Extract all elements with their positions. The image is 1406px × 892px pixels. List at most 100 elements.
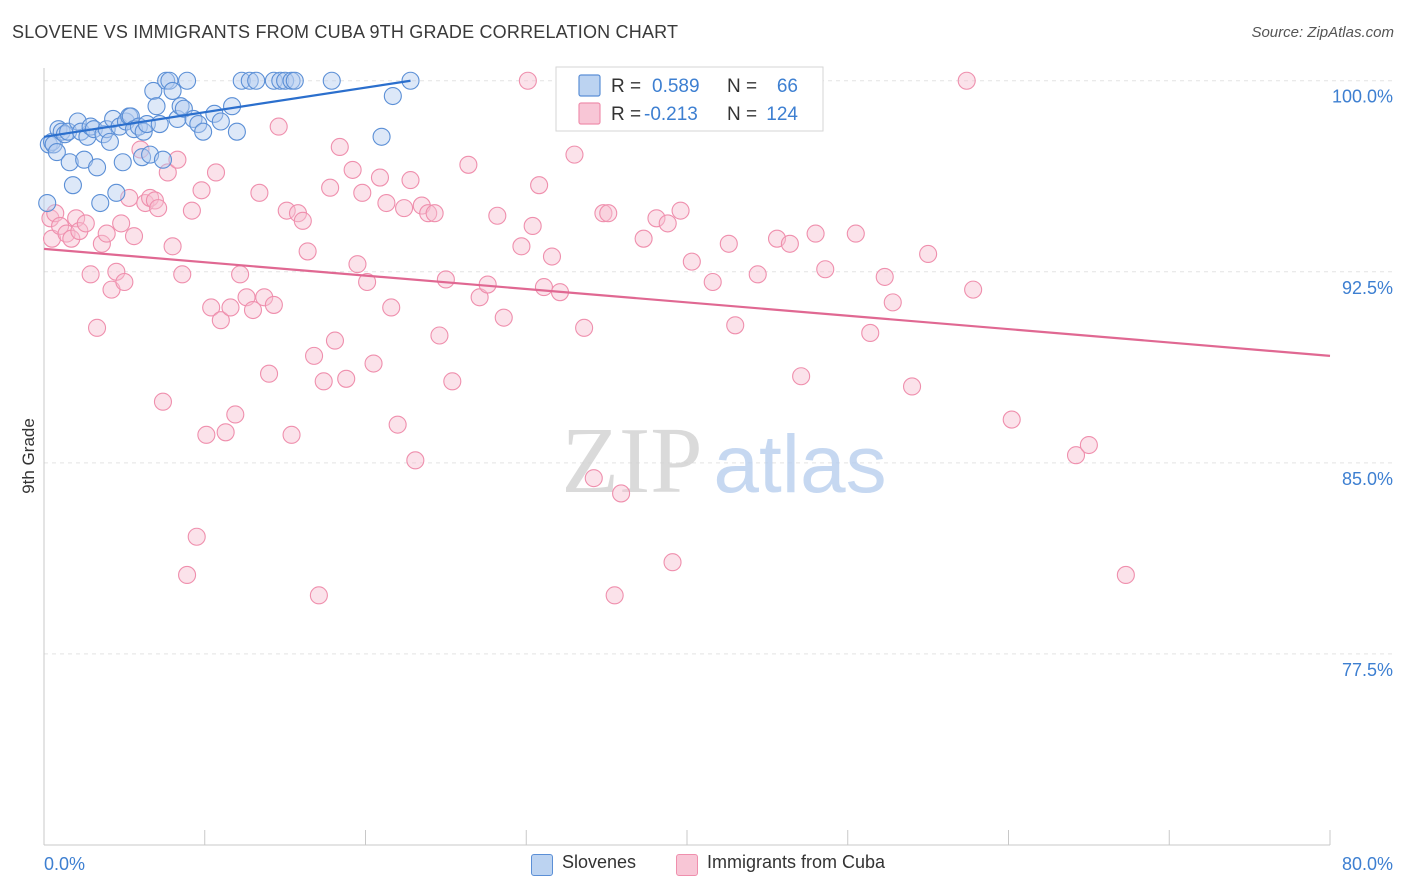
point-cuba — [443, 372, 462, 391]
point-cuba — [226, 405, 245, 424]
legend-swatch-cuba — [676, 854, 698, 876]
point-cuba — [542, 247, 562, 266]
point-cuba — [124, 227, 144, 246]
point-cuba — [163, 237, 182, 256]
point-slovenes — [147, 97, 166, 116]
point-cuba — [792, 367, 811, 386]
point-cuba — [512, 237, 531, 256]
point-cuba — [269, 117, 288, 136]
point-slovenes — [240, 71, 259, 90]
watermark-atlas: atlas — [713, 419, 886, 510]
y-tick-label: 85.0% — [1342, 469, 1393, 489]
point-cuba — [364, 354, 383, 373]
point-cuba — [401, 171, 420, 190]
point-cuba — [173, 265, 192, 284]
point-cuba — [277, 201, 296, 220]
point-slovenes — [60, 153, 79, 172]
point-cuba — [168, 150, 187, 169]
point-cuba — [309, 586, 328, 605]
point-cuba — [388, 415, 407, 434]
point-slovenes — [91, 193, 110, 213]
point-cuba — [216, 423, 235, 442]
point-cuba — [436, 270, 455, 289]
series-cuba-points — [41, 71, 1135, 605]
point-cuba — [231, 265, 250, 284]
point-cuba — [1002, 410, 1021, 429]
point-slovenes — [276, 71, 295, 90]
point-cuba — [293, 211, 312, 230]
stats-n-label-1: N = — [727, 76, 757, 97]
point-cuba — [964, 280, 983, 299]
point-cuba — [377, 193, 396, 213]
point-slovenes — [153, 150, 173, 169]
stats-legend-swatch-cuba — [578, 102, 601, 125]
chart-title: SLOVENE VS IMMIGRANTS FROM CUBA 9TH GRAD… — [12, 22, 679, 42]
point-cuba — [523, 216, 542, 235]
point-cuba — [682, 252, 701, 271]
point-cuba — [325, 331, 345, 350]
point-cuba — [806, 224, 825, 243]
point-cuba — [671, 201, 690, 220]
point-cuba — [348, 255, 367, 274]
stats-r-label-2: R = — [611, 104, 641, 125]
point-cuba — [919, 244, 938, 264]
stats-legend: R = 0.589 N = 66 R = -0.213 N = 124 — [555, 66, 824, 132]
point-cuba — [594, 204, 613, 223]
point-cuba — [282, 425, 301, 444]
point-cuba — [343, 160, 362, 179]
point-cuba — [321, 178, 340, 197]
point-slovenes — [247, 71, 266, 90]
point-cuba — [780, 234, 799, 253]
point-cuba — [305, 346, 324, 365]
point-cuba — [425, 204, 444, 223]
x-tick-labels: 0.0% 80.0% — [44, 854, 1393, 874]
point-slovenes — [144, 81, 163, 100]
chart-source: Source: ZipAtlas.com — [1251, 24, 1394, 41]
point-slovenes — [178, 71, 197, 90]
point-cuba — [298, 242, 317, 261]
point-cuba — [647, 209, 666, 228]
trend-line-slovenes — [43, 79, 411, 138]
stats-legend-swatch-slovenes — [578, 74, 601, 97]
point-cuba — [488, 206, 507, 225]
point-slovenes — [94, 125, 113, 144]
watermark-zip: ZIP — [562, 409, 703, 513]
y-tick-labels: 100.0% 92.5% 85.0% 77.5% — [1332, 87, 1393, 680]
point-slovenes — [47, 143, 66, 162]
point-cuba — [530, 176, 549, 195]
point-cuba — [726, 316, 745, 335]
point-cuba — [314, 372, 333, 391]
point-cuba — [41, 209, 60, 228]
point-cuba — [584, 469, 603, 488]
point-cuba — [861, 323, 880, 342]
point-slovenes — [100, 132, 119, 151]
point-cuba — [42, 229, 62, 248]
series-legend: Slovenes Immigrants from Cuba — [0, 850, 1406, 880]
point-cuba — [816, 260, 835, 279]
point-cuba — [565, 145, 584, 164]
point-cuba — [1079, 435, 1098, 455]
point-cuba — [395, 199, 414, 218]
y-tick-label: 92.5% — [1342, 278, 1393, 298]
point-cuba — [112, 214, 131, 233]
point-slovenes — [163, 81, 182, 100]
point-cuba — [1066, 446, 1086, 465]
point-cuba — [153, 392, 173, 411]
legend-swatch-slovenes — [531, 854, 553, 876]
stats-n-label-2: N = — [727, 104, 757, 125]
gridlines — [44, 80, 1395, 655]
point-cuba — [81, 265, 100, 284]
legend-label-slovenes: Slovenes — [562, 852, 637, 872]
point-cuba — [182, 201, 201, 220]
watermark: ZIP atlas — [562, 409, 887, 513]
point-cuba — [131, 140, 150, 159]
point-cuba — [187, 527, 206, 546]
point-cuba — [902, 377, 922, 396]
point-cuba — [149, 199, 168, 218]
point-slovenes — [38, 193, 57, 213]
point-cuba — [1116, 565, 1135, 585]
x-ticks — [43, 830, 1331, 845]
trend-line-cuba — [43, 247, 1331, 357]
point-slovenes — [107, 183, 126, 202]
point-cuba — [370, 168, 390, 187]
